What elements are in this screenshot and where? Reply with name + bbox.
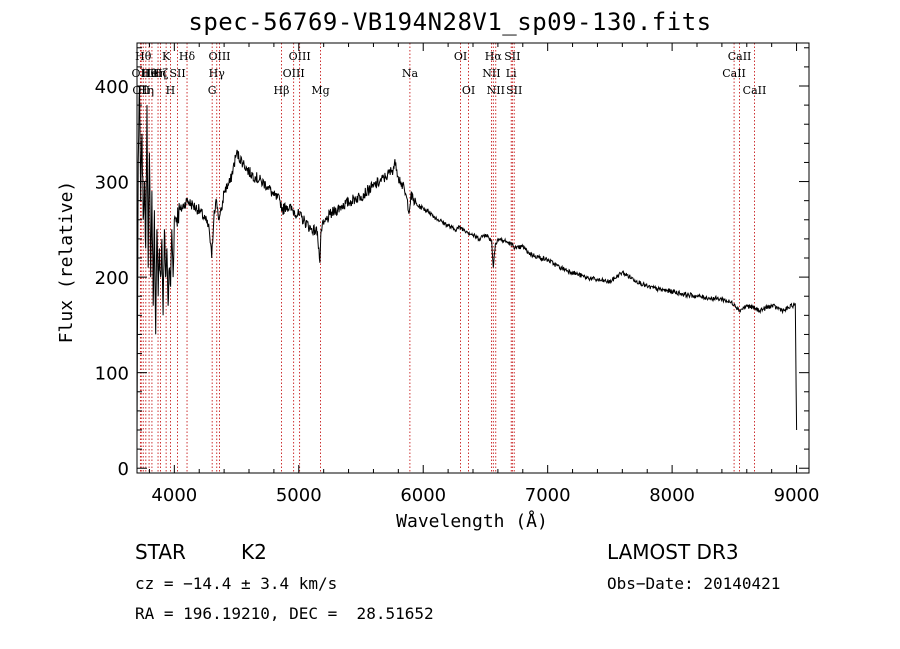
y-axis-label: Flux (relative) — [56, 181, 77, 344]
line-label-17: OIII — [289, 50, 311, 63]
line-label-27: SII — [506, 84, 522, 97]
line-label-0: OII — [132, 67, 150, 80]
y-tick-label-4: 400 — [95, 77, 129, 98]
axes: 4000 5000 6000 7000 8000 9000 0 100 200 300 400 — [95, 43, 820, 506]
plot-frame — [136, 42, 810, 474]
line-label-20: OI — [454, 50, 467, 63]
line-label-30: CaII — [743, 84, 767, 97]
line-label-28: CaII — [722, 67, 746, 80]
line-label-16: OIII — [283, 67, 305, 80]
line-label-8: K — [162, 50, 171, 63]
x-tick-label-2: 6000 — [400, 485, 446, 506]
line-label-18: Mg — [311, 84, 329, 97]
spectral-line-markers — [139, 43, 755, 473]
line-label-5: HeI — [142, 67, 162, 80]
x-tick-label-4: 8000 — [649, 485, 695, 506]
x-tick-label-1: 5000 — [276, 485, 322, 506]
line-label-10: SII — [169, 67, 185, 80]
line-label-14: OIII — [208, 50, 230, 63]
line-label-7: Hζ — [153, 67, 169, 80]
y-tick-label-1: 100 — [95, 364, 129, 385]
line-label-15: Hβ — [274, 84, 290, 97]
y-tick-label-3: 300 — [95, 173, 129, 194]
line-label-26: SII — [504, 50, 520, 63]
line-label-9: H — [166, 84, 176, 97]
x-axis-label: Wavelength (Å) — [396, 510, 548, 532]
line-label-13: Hγ — [209, 67, 226, 80]
object-subclass: K2 — [241, 540, 267, 564]
x-tick-label-0: 4000 — [151, 485, 197, 506]
spectral-line-labels: OIIOIIHθHηHθHeIHηHζKHSIIHδGHγOIIIHβOIIIO… — [132, 50, 767, 97]
line-label-21: OI — [462, 84, 475, 97]
chart-title: spec-56769-VB194N28V1_sp09-130.fits — [188, 8, 712, 36]
observation-date: Obs−Date: 20140421 — [607, 574, 781, 593]
coordinates: RA = 196.19210, DEC = 28.51652 — [135, 604, 434, 623]
line-label-6: Hη — [150, 67, 166, 80]
redshift-velocity: cz = −14.4 ± 3.4 km/s — [135, 574, 338, 593]
line-label-4: Hθ — [141, 67, 158, 80]
line-label-25: Li — [506, 67, 517, 80]
line-label-12: G — [208, 84, 217, 97]
x-tick-label-3: 7000 — [525, 485, 571, 506]
line-label-11: Hδ — [179, 50, 196, 63]
survey-name: LAMOST DR3 — [607, 540, 739, 564]
line-label-29: CaII — [728, 50, 752, 63]
flux-series-line — [136, 85, 798, 440]
object-class: STAR — [135, 540, 186, 564]
line-label-23: Hα — [485, 50, 503, 63]
line-label-22: NII — [482, 67, 500, 80]
line-label-19: Na — [402, 67, 419, 80]
line-label-2: Hθ — [135, 50, 152, 63]
line-label-24: NII — [487, 84, 505, 97]
y-tick-label-0: 0 — [118, 459, 129, 480]
x-tick-label-5: 9000 — [774, 485, 820, 506]
y-tick-label-2: 200 — [95, 268, 129, 289]
line-label-3: Hη — [138, 84, 154, 97]
